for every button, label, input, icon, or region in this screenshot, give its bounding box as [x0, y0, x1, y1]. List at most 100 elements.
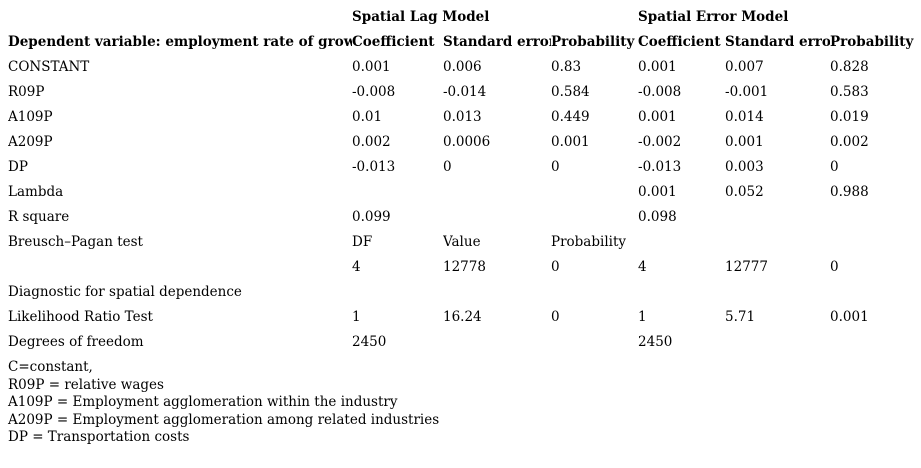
value-cell: Probability	[551, 234, 627, 250]
value-cell	[725, 280, 830, 305]
value-cell: 0.001	[638, 109, 677, 125]
value-cell: 0.83	[551, 59, 582, 75]
row-label-cell: DP	[8, 159, 28, 175]
value-cell	[551, 205, 638, 230]
value-cell: 0.828	[830, 59, 869, 75]
value-cell	[551, 180, 638, 205]
value-cell: 0.001	[352, 59, 391, 75]
footnote-dp: DP = Transportation costs	[8, 429, 190, 445]
table-row-dp: DP -0.013 0 0 -0.013 0.003 0	[8, 155, 918, 180]
row-label-cell: Likelihood Ratio Test	[8, 309, 153, 325]
table-row-r09p: R09P -0.008 -0.014 0.584 -0.008 -0.001 0…	[8, 80, 918, 105]
row-label-cell: CONSTANT	[8, 59, 90, 75]
footnote-r09p: R09P = relative wages	[8, 376, 164, 393]
value-cell: 12777	[725, 259, 768, 275]
value-cell: 12778	[443, 259, 486, 275]
row-label-cell: Breusch–Pagan test	[8, 234, 143, 250]
value-cell	[725, 330, 830, 355]
table-row-a109p: A109P 0.01 0.013 0.449 0.001 0.014 0.019	[8, 105, 918, 130]
value-cell: -0.002	[638, 134, 682, 150]
value-cell	[830, 205, 918, 230]
value-cell: 0.583	[830, 84, 869, 100]
group-header-spatial-lag-model: Spatial Lag Model	[352, 9, 490, 25]
row-label-cell: A109P	[8, 109, 53, 125]
value-cell: 0.003	[725, 159, 764, 175]
value-cell	[551, 280, 638, 305]
table-row-degrees-of-freedom: Degrees of freedom 2450 2450	[8, 330, 918, 355]
value-cell: 0	[551, 159, 560, 175]
value-cell	[352, 180, 443, 205]
row-label-cell: Lambda	[8, 184, 64, 200]
value-cell: 0.019	[830, 109, 869, 125]
value-cell: 5.71	[725, 309, 756, 325]
value-cell	[443, 330, 551, 355]
value-cell	[830, 280, 918, 305]
footnote-constant: C=constant,	[8, 359, 93, 375]
value-cell: -0.013	[352, 159, 396, 175]
value-cell: 16.24	[443, 309, 482, 325]
value-cell	[725, 205, 830, 230]
model-group-header-row: Spatial Lag Model Spatial Error Model	[8, 5, 918, 30]
column-header-error-coefficient: Coefficient	[638, 34, 721, 50]
value-cell: 0.584	[551, 84, 590, 100]
column-header-lag-coefficient: Coefficient	[352, 34, 435, 50]
regression-results-table: Spatial Lag Model Spatial Error Model De…	[8, 5, 918, 355]
column-header-dependent-variable: Dependent variable: employment rate of g…	[8, 34, 352, 50]
value-cell: Value	[443, 234, 481, 250]
value-cell: 1	[352, 309, 361, 325]
table-row-breusch-pagan: Breusch–Pagan test DF Value Probability	[8, 230, 918, 255]
value-cell: 0.001	[830, 309, 869, 325]
value-cell: 0.001	[725, 134, 764, 150]
value-cell: 0.014	[725, 109, 764, 125]
value-cell: DF	[352, 234, 373, 250]
value-cell: 0.0006	[443, 134, 491, 150]
table-row-diagnostic-heading: Diagnostic for spatial dependence	[8, 280, 918, 305]
column-header-row: Dependent variable: employment rate of g…	[8, 30, 918, 55]
value-cell: -0.008	[352, 84, 396, 100]
value-cell: 0.006	[443, 59, 482, 75]
row-label-cell: A209P	[8, 134, 53, 150]
row-label-cell: Degrees of freedom	[8, 334, 144, 350]
value-cell: 0.01	[352, 109, 383, 125]
value-cell: 0.001	[551, 134, 590, 150]
value-cell: -0.008	[638, 84, 682, 100]
value-cell	[551, 330, 638, 355]
value-cell: 0.001	[638, 59, 677, 75]
value-cell	[830, 330, 918, 355]
footnote-a109p: A109P = Employment agglomeration within …	[8, 394, 398, 410]
value-cell: 0.007	[725, 59, 764, 75]
row-label-cell: Diagnostic for spatial dependence	[8, 284, 242, 300]
value-cell: 0	[551, 309, 560, 325]
value-cell: 0	[830, 159, 839, 175]
table-footnotes: C=constant, R09P = relative wages A109P …	[8, 359, 921, 447]
row-label-cell: R09P	[8, 84, 45, 100]
value-cell	[830, 230, 918, 255]
value-cell: 0.002	[830, 134, 869, 150]
value-cell	[443, 280, 551, 305]
value-cell	[443, 180, 551, 205]
value-cell: 0.988	[830, 184, 869, 200]
value-cell: 0	[551, 259, 560, 275]
value-cell: 0.052	[725, 184, 764, 200]
table-row-likelihood-ratio-test: Likelihood Ratio Test 1 16.24 0 1 5.71 0…	[8, 305, 918, 330]
group-header-spacer	[8, 5, 352, 30]
value-cell: 2450	[638, 334, 673, 350]
value-cell: 0.098	[638, 209, 677, 225]
table-row-r-square: R square 0.099 0.098	[8, 205, 918, 230]
value-cell	[725, 230, 830, 255]
value-cell: 0	[443, 159, 452, 175]
row-label-cell: R square	[8, 209, 70, 225]
column-header-error-probability: Probability	[830, 34, 914, 50]
value-cell	[352, 280, 443, 305]
value-cell: 0.013	[443, 109, 482, 125]
table-row-breusch-pagan-values: 4 12778 0 4 12777 0	[8, 255, 918, 280]
value-cell: 0.449	[551, 109, 590, 125]
value-cell: 0.099	[352, 209, 391, 225]
value-cell: 0	[830, 259, 839, 275]
value-cell: 2450	[352, 334, 387, 350]
column-header-lag-probability: Probability	[551, 34, 635, 50]
group-header-spatial-error-model: Spatial Error Model	[638, 9, 789, 25]
footnote-a209p: A209P = Employment agglomeration among r…	[8, 411, 440, 428]
table-row-constant: CONSTANT 0.001 0.006 0.83 0.001 0.007 0.…	[8, 55, 918, 80]
